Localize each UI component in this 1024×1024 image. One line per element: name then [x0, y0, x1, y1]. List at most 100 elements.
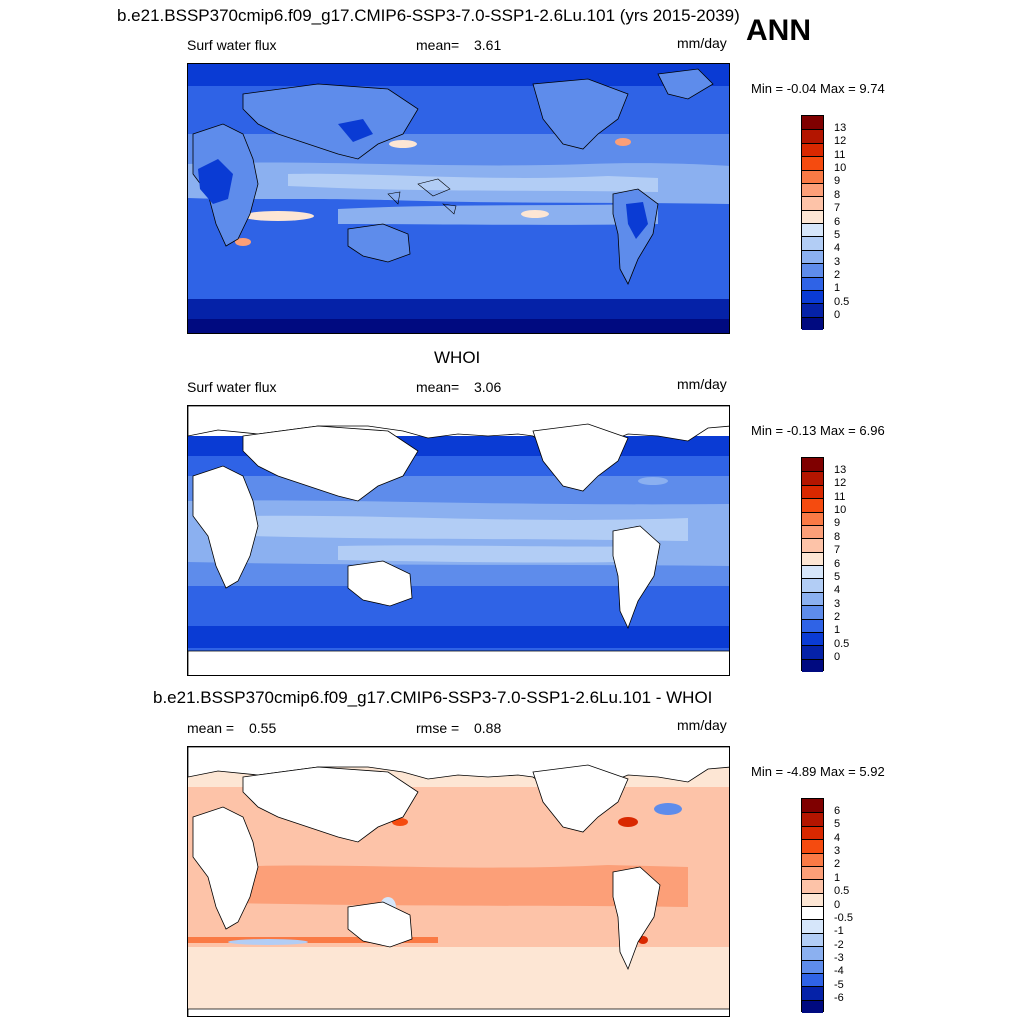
colorbar-tick-label: 2 — [834, 269, 841, 281]
colorbar-tick-label: 3 — [834, 845, 841, 857]
panel1-units: mm/day — [677, 35, 727, 51]
colorbar-swatch — [802, 825, 823, 840]
colorbar-tick-label: 7 — [834, 202, 841, 215]
panel3-rmse-value: 0.88 — [474, 720, 502, 736]
colorbar-swatch — [802, 196, 823, 210]
colorbar-swatch — [802, 605, 823, 619]
colorbar-tick-label: -2 — [834, 938, 844, 951]
panel3-rmse-label: rmse = — [416, 720, 460, 736]
colorbar-swatch — [802, 484, 823, 499]
colorbar-swatch — [802, 839, 823, 853]
panel3-colorbar — [801, 798, 824, 1013]
colorbar-swatch — [802, 498, 823, 512]
colorbar-tick-label: 4 — [834, 831, 841, 844]
colorbar-swatch — [802, 645, 823, 659]
colorbar-tick-label: 10 — [834, 504, 847, 516]
colorbar-swatch — [802, 236, 823, 250]
colorbar-tick-label: 3 — [834, 597, 841, 610]
colorbar-swatch — [802, 303, 823, 317]
colorbar-tick-label: 5 — [834, 228, 841, 241]
colorbar-swatch — [802, 812, 823, 826]
colorbar-tick-label: 8 — [834, 188, 841, 201]
panel3-title: b.e21.BSSP370cmip6.f09_g17.CMIP6-SSP3-7.… — [153, 688, 713, 707]
colorbar-tick-label: 11 — [834, 148, 846, 161]
colorbar-tick-label: 4 — [834, 584, 841, 597]
panel1-title: b.e21.BSSP370cmip6.f09_g17.CMIP6-SSP3-7.… — [117, 6, 740, 25]
season-label: ANN — [746, 14, 811, 47]
colorbar-swatch — [802, 999, 823, 1013]
colorbar-tick-label: -1 — [834, 925, 844, 938]
panel2-title: WHOI — [434, 348, 481, 367]
colorbar-swatch — [802, 116, 823, 130]
colorbar-tick-label: 0 — [834, 898, 841, 911]
colorbar-tick-label: 3 — [834, 255, 841, 268]
colorbar-swatch — [802, 169, 823, 183]
colorbar-swatch — [802, 852, 823, 866]
colorbar-swatch — [802, 946, 823, 960]
colorbar-tick-label: -6 — [834, 992, 844, 1005]
colorbar-tick-label: -5 — [834, 978, 844, 991]
colorbar-swatch — [802, 658, 823, 672]
panel3-mean-value: 0.55 — [249, 720, 277, 736]
colorbar-swatch — [802, 142, 823, 157]
colorbar-swatch — [802, 129, 823, 143]
panel1-min-max: Min = -0.04 Max = 9.74 — [751, 81, 885, 96]
colorbar-swatch — [802, 932, 823, 947]
colorbar-swatch — [802, 209, 823, 223]
colorbar-tick-label: 9 — [834, 175, 841, 188]
panel1-colorbar — [801, 115, 824, 330]
colorbar-tick-label: 5 — [834, 570, 841, 583]
colorbar-swatch — [802, 276, 823, 290]
colorbar-swatch — [802, 263, 823, 277]
colorbar-swatch — [802, 972, 823, 987]
colorbar-tick-label: 12 — [834, 477, 847, 490]
panel3-mean-label: mean = — [187, 720, 235, 736]
colorbar-tick-label: 1 — [834, 282, 841, 295]
panel2-map — [187, 405, 730, 676]
panel2-variable-label: Surf water flux — [187, 379, 277, 395]
colorbar-tick-label: 6 — [834, 804, 841, 817]
colorbar-tick-label: 11 — [834, 490, 846, 503]
colorbar-swatch — [802, 223, 823, 237]
colorbar-swatch — [802, 578, 823, 592]
colorbar-tick-label: 2 — [834, 611, 841, 623]
colorbar-tick-label: -3 — [834, 952, 844, 964]
colorbar-tick-label: 10 — [834, 162, 847, 174]
panel2-mean-label: mean= — [416, 379, 460, 395]
colorbar-tick-label: 0.5 — [834, 637, 850, 650]
colorbar-swatch — [802, 631, 823, 646]
colorbar-tick-label: 0 — [834, 309, 841, 322]
colorbar-swatch — [802, 156, 823, 170]
colorbar-tick-label: 4 — [834, 242, 841, 255]
panel3-min-max: Min = -4.89 Max = 5.92 — [751, 764, 885, 779]
colorbar-swatch — [802, 865, 823, 880]
colorbar-tick-label: 0.5 — [834, 295, 850, 308]
panel3-units: mm/day — [677, 717, 727, 733]
colorbar-tick-label: 6 — [834, 215, 841, 228]
colorbar-swatch — [802, 892, 823, 906]
colorbar-swatch — [802, 511, 823, 525]
colorbar-tick-label: 12 — [834, 135, 847, 148]
colorbar-tick-label: 5 — [834, 818, 841, 831]
colorbar-swatch — [802, 879, 823, 893]
colorbar-swatch — [802, 289, 823, 304]
panel2-min-max: Min = -0.13 Max = 6.96 — [751, 423, 885, 438]
colorbar-swatch — [802, 986, 823, 1000]
panel3-map — [187, 746, 730, 1017]
colorbar-swatch — [802, 524, 823, 539]
colorbar-tick-label: -0.5 — [834, 911, 853, 924]
colorbar-tick-label: 13 — [834, 463, 847, 476]
colorbar-swatch — [802, 551, 823, 565]
colorbar-tick-label: -4 — [834, 965, 844, 978]
panel1-mean-label: mean= — [416, 37, 460, 53]
colorbar-swatch — [802, 316, 823, 330]
colorbar-tick-label: 6 — [834, 557, 841, 570]
colorbar-swatch — [802, 565, 823, 579]
colorbar-swatch — [802, 618, 823, 632]
colorbar-swatch — [802, 906, 823, 920]
panel1-variable-label: Surf water flux — [187, 37, 277, 53]
colorbar-swatch — [802, 471, 823, 485]
panel2-mean-value: 3.06 — [474, 379, 502, 395]
colorbar-tick-label: 9 — [834, 517, 841, 530]
colorbar-tick-label: 2 — [834, 858, 841, 871]
